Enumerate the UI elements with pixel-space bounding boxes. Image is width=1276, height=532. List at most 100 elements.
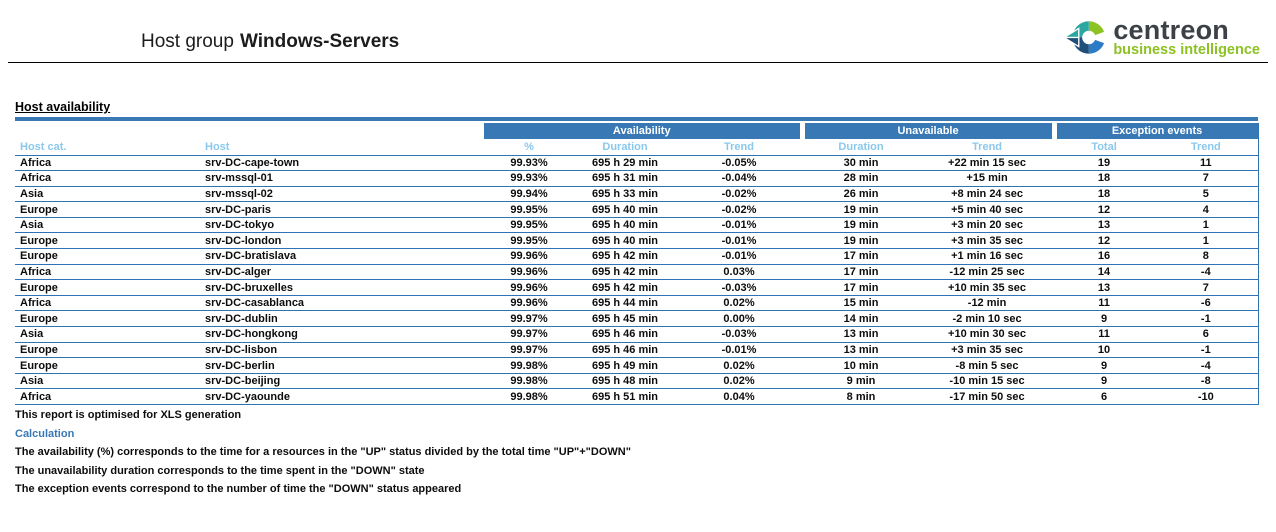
cell-exception-total: 18 <box>1054 186 1155 203</box>
cell-unavailable-trend: +3 min 35 sec <box>920 342 1055 359</box>
centreon-logo: centreon business intelligence <box>1063 16 1260 58</box>
cell-unavailable-trend: -17 min 50 sec <box>920 388 1055 405</box>
cell-unavailable-duration: 17 min <box>802 279 921 296</box>
cell-host-cat: Africa <box>15 155 205 172</box>
cell-exception-trend: 4 <box>1154 201 1259 218</box>
cell-exception-trend: -10 <box>1154 388 1259 405</box>
cell-availability-duration: 695 h 31 min <box>574 170 676 187</box>
cell-host: srv-DC-berlin <box>205 357 484 374</box>
cell-exception-total: 12 <box>1054 201 1155 218</box>
cell-unavailable-trend: -12 min <box>920 295 1055 312</box>
col-header-host: Host <box>205 139 484 156</box>
table-group-header-row: Availability Unavailable Exception event… <box>15 123 1259 139</box>
col-header-availability-trend: Trend <box>676 139 803 156</box>
cell-host: srv-mssql-02 <box>205 186 484 203</box>
cell-availability-trend: -0.04% <box>676 170 803 187</box>
report-content: Host availability Availability Unavailab… <box>15 100 1259 502</box>
table-row: Europe srv-DC-bratislava 99.96% 695 h 42… <box>15 248 1259 265</box>
cell-host-cat: Europe <box>15 248 205 265</box>
cell-exception-trend: 1 <box>1154 217 1259 234</box>
cell-exception-trend: 7 <box>1154 170 1259 187</box>
xls-note: This report is optimised for XLS generat… <box>15 409 242 421</box>
cell-availability-pct: 99.96% <box>484 279 574 296</box>
cell-availability-pct: 99.95% <box>484 217 574 234</box>
cell-unavailable-trend: +5 min 40 sec <box>920 201 1055 218</box>
col-header-unavailable-trend: Trend <box>920 139 1055 156</box>
cell-availability-pct: 99.95% <box>484 201 574 218</box>
cell-unavailable-trend: -12 min 25 sec <box>920 264 1055 281</box>
table-row: Africa srv-mssql-01 99.93% 695 h 31 min … <box>15 170 1259 187</box>
cell-availability-trend: 0.03% <box>676 264 803 281</box>
cell-exception-total: 18 <box>1054 170 1155 187</box>
cell-availability-trend: -0.01% <box>676 248 803 265</box>
cell-availability-duration: 695 h 40 min <box>574 201 676 218</box>
table-row: Europe srv-DC-paris 99.95% 695 h 40 min … <box>15 201 1259 218</box>
cell-unavailable-trend: +8 min 24 sec <box>920 186 1055 203</box>
table-row: Asia srv-DC-beijing 99.98% 695 h 48 min … <box>15 373 1259 390</box>
cell-host-cat: Africa <box>15 388 205 405</box>
group-header-unavailable: Unavailable <box>802 123 1057 139</box>
cell-host-cat: Africa <box>15 264 205 281</box>
cell-host: srv-DC-casablanca <box>205 295 484 312</box>
cell-availability-trend: -0.03% <box>676 326 803 343</box>
cell-exception-trend: -4 <box>1154 264 1259 281</box>
cell-availability-duration: 695 h 51 min <box>574 388 676 405</box>
cell-host: srv-DC-tokyo <box>205 217 484 234</box>
group-header-availability: Availability <box>484 123 805 139</box>
cell-unavailable-trend: +10 min 35 sec <box>920 279 1055 296</box>
cell-unavailable-trend: +3 min 35 sec <box>920 232 1055 250</box>
cell-availability-pct: 99.98% <box>484 373 574 390</box>
cell-availability-trend: -0.03% <box>676 279 803 296</box>
cell-exception-total: 9 <box>1054 310 1155 328</box>
cell-exception-total: 11 <box>1054 326 1155 343</box>
table-column-header-row: Host cat. Host % Duration Trend Duration… <box>15 139 1259 156</box>
cell-host-cat: Africa <box>15 170 205 187</box>
table-row: Africa srv-DC-casablanca 99.96% 695 h 44… <box>15 295 1259 312</box>
cell-host-cat: Europe <box>15 342 205 359</box>
col-header-unavailable-duration: Duration <box>802 139 921 156</box>
table-row: Africa srv-DC-cape-town 99.93% 695 h 29 … <box>15 155 1259 172</box>
cell-availability-pct: 99.97% <box>484 326 574 343</box>
table-row: Asia srv-DC-tokyo 99.95% 695 h 40 min -0… <box>15 217 1259 234</box>
cell-exception-trend: 6 <box>1154 326 1259 343</box>
cell-unavailable-trend: +10 min 30 sec <box>920 326 1055 343</box>
cell-exception-total: 11 <box>1054 295 1155 312</box>
cell-host-cat: Europe <box>15 357 205 374</box>
table-row: Europe srv-DC-berlin 99.98% 695 h 49 min… <box>15 357 1259 374</box>
cell-availability-pct: 99.98% <box>484 357 574 374</box>
cell-host-cat: Europe <box>15 201 205 218</box>
cell-exception-trend: 7 <box>1154 279 1259 296</box>
table-row: Europe srv-DC-dublin 99.97% 695 h 45 min… <box>15 310 1259 328</box>
cell-availability-duration: 695 h 42 min <box>574 279 676 296</box>
cell-availability-pct: 99.96% <box>484 248 574 265</box>
cell-host: srv-DC-paris <box>205 201 484 218</box>
col-header-availability-pct: % <box>484 139 574 156</box>
cell-exception-total: 19 <box>1054 155 1155 172</box>
cell-availability-pct: 99.97% <box>484 342 574 359</box>
cell-unavailable-duration: 17 min <box>802 248 921 265</box>
cell-availability-trend: 0.00% <box>676 310 803 328</box>
col-header-availability-duration: Duration <box>574 139 676 156</box>
cell-availability-trend: 0.02% <box>676 295 803 312</box>
cell-unavailable-duration: 15 min <box>802 295 921 312</box>
cell-unavailable-trend: +1 min 16 sec <box>920 248 1055 265</box>
cell-availability-duration: 695 h 42 min <box>574 248 676 265</box>
cell-availability-duration: 695 h 49 min <box>574 357 676 374</box>
cell-unavailable-trend: +3 min 20 sec <box>920 217 1055 234</box>
table-row: Europe srv-DC-london 99.95% 695 h 40 min… <box>15 232 1259 250</box>
cell-unavailable-duration: 30 min <box>802 155 921 172</box>
cell-exception-trend: -1 <box>1154 310 1259 328</box>
cell-exception-total: 9 <box>1054 357 1155 374</box>
cell-host: srv-mssql-01 <box>205 170 484 187</box>
cell-host: srv-DC-lisbon <box>205 342 484 359</box>
cell-exception-trend: -6 <box>1154 295 1259 312</box>
cell-availability-trend: -0.01% <box>676 217 803 234</box>
page-title: Host group Windows-Servers <box>141 31 399 53</box>
cell-host: srv-DC-bratislava <box>205 248 484 265</box>
cell-exception-trend: 1 <box>1154 232 1259 250</box>
cell-exception-total: 9 <box>1054 373 1155 390</box>
table-row: Europe srv-DC-lisbon 99.97% 695 h 46 min… <box>15 342 1259 359</box>
availability-table: Availability Unavailable Exception event… <box>15 123 1259 405</box>
table-row: Asia srv-DC-hongkong 99.97% 695 h 46 min… <box>15 326 1259 343</box>
page-title-prefix: Host group <box>141 31 234 52</box>
